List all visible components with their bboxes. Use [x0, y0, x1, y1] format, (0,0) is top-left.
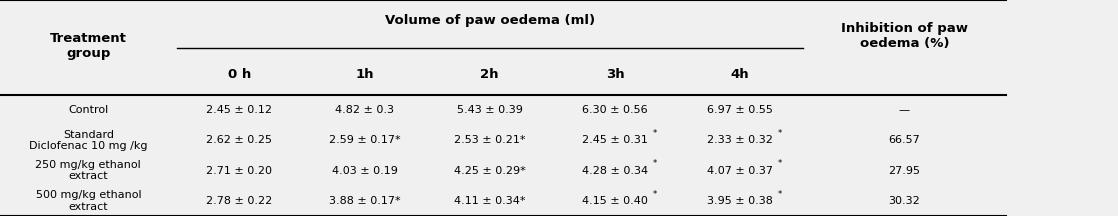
- Text: Treatment
group: Treatment group: [50, 32, 126, 60]
- Text: 2.71 ± 0.20: 2.71 ± 0.20: [206, 166, 273, 176]
- Text: 3.95 ± 0.38: 3.95 ± 0.38: [708, 196, 773, 206]
- Text: 2.45 ± 0.12: 2.45 ± 0.12: [206, 105, 273, 115]
- Text: 6.30 ± 0.56: 6.30 ± 0.56: [582, 105, 647, 115]
- Text: —: —: [899, 105, 910, 115]
- Text: 250 mg/kg ethanol
extract: 250 mg/kg ethanol extract: [36, 160, 141, 181]
- Text: 500 mg/kg ethanol
extract: 500 mg/kg ethanol extract: [36, 190, 141, 212]
- Text: Control: Control: [68, 105, 108, 115]
- Text: Standard
Diclofenac 10 mg /kg: Standard Diclofenac 10 mg /kg: [29, 130, 148, 151]
- Text: 4.11 ± 0.34*: 4.11 ± 0.34*: [454, 196, 525, 206]
- Text: *: *: [778, 190, 781, 199]
- Text: 4h: 4h: [731, 68, 749, 81]
- Text: 4.07 ± 0.37: 4.07 ± 0.37: [707, 166, 774, 176]
- Text: 4.25 ± 0.29*: 4.25 ± 0.29*: [454, 166, 525, 176]
- Text: *: *: [778, 129, 781, 138]
- Text: 2.33 ± 0.32: 2.33 ± 0.32: [708, 135, 773, 145]
- Text: 2.78 ± 0.22: 2.78 ± 0.22: [206, 196, 273, 206]
- Text: 30.32: 30.32: [889, 196, 920, 206]
- Text: 3.88 ± 0.17*: 3.88 ± 0.17*: [329, 196, 400, 206]
- Text: 4.82 ± 0.3: 4.82 ± 0.3: [335, 105, 394, 115]
- Text: *: *: [653, 129, 656, 138]
- Text: 2.53 ± 0.21*: 2.53 ± 0.21*: [454, 135, 525, 145]
- Text: Inhibition of paw
oedema (%): Inhibition of paw oedema (%): [841, 22, 968, 50]
- Text: 1h: 1h: [356, 68, 373, 81]
- Text: 66.57: 66.57: [889, 135, 920, 145]
- Text: 2.45 ± 0.31: 2.45 ± 0.31: [582, 135, 647, 145]
- Text: *: *: [653, 159, 656, 168]
- Text: *: *: [778, 159, 781, 168]
- Text: *: *: [653, 190, 656, 199]
- Text: Volume of paw oedema (ml): Volume of paw oedema (ml): [385, 14, 595, 27]
- Text: 0 h: 0 h: [228, 68, 250, 81]
- Text: 3h: 3h: [606, 68, 624, 81]
- Text: 4.28 ± 0.34: 4.28 ± 0.34: [581, 166, 648, 176]
- Text: 2.59 ± 0.17*: 2.59 ± 0.17*: [329, 135, 400, 145]
- Text: 2h: 2h: [481, 68, 499, 81]
- Text: 4.15 ± 0.40: 4.15 ± 0.40: [582, 196, 647, 206]
- Text: 4.03 ± 0.19: 4.03 ± 0.19: [332, 166, 397, 176]
- Text: 6.97 ± 0.55: 6.97 ± 0.55: [708, 105, 773, 115]
- Text: 5.43 ± 0.39: 5.43 ± 0.39: [457, 105, 522, 115]
- Text: 27.95: 27.95: [889, 166, 920, 176]
- Text: 2.62 ± 0.25: 2.62 ± 0.25: [206, 135, 273, 145]
